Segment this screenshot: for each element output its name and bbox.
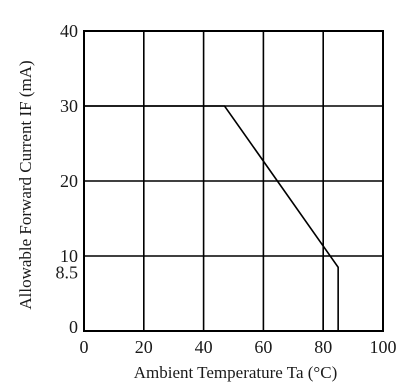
y-axis-label: Allowable Forward Current IF (mA): [16, 60, 35, 309]
series-line-0: [84, 105, 339, 331]
y-tick-labels: 0 10 20 30 40 8.5: [56, 21, 79, 337]
plot-frame: [83, 30, 384, 332]
x-tick-label: 80: [314, 337, 332, 357]
x-tick-label: 0: [80, 337, 89, 357]
x-tick-label: 20: [135, 337, 153, 357]
x-tick-label: 100: [370, 337, 397, 357]
x-axis-label: Ambient Temperature Ta (°C): [134, 363, 337, 382]
y-tick-label: 20: [60, 171, 78, 191]
y-tick-label-extra: 8.5: [56, 262, 79, 282]
y-tick-label: 10: [60, 246, 78, 266]
x-tick-label: 60: [254, 337, 272, 357]
y-tick-label: 30: [60, 96, 78, 116]
series-layer: [84, 105, 339, 331]
x-tick-labels: 0 20 40 60 80 100: [80, 337, 397, 357]
y-tick-label: 40: [60, 21, 78, 41]
y-tick-label: 0: [69, 317, 78, 337]
x-tick-label: 40: [195, 337, 213, 357]
